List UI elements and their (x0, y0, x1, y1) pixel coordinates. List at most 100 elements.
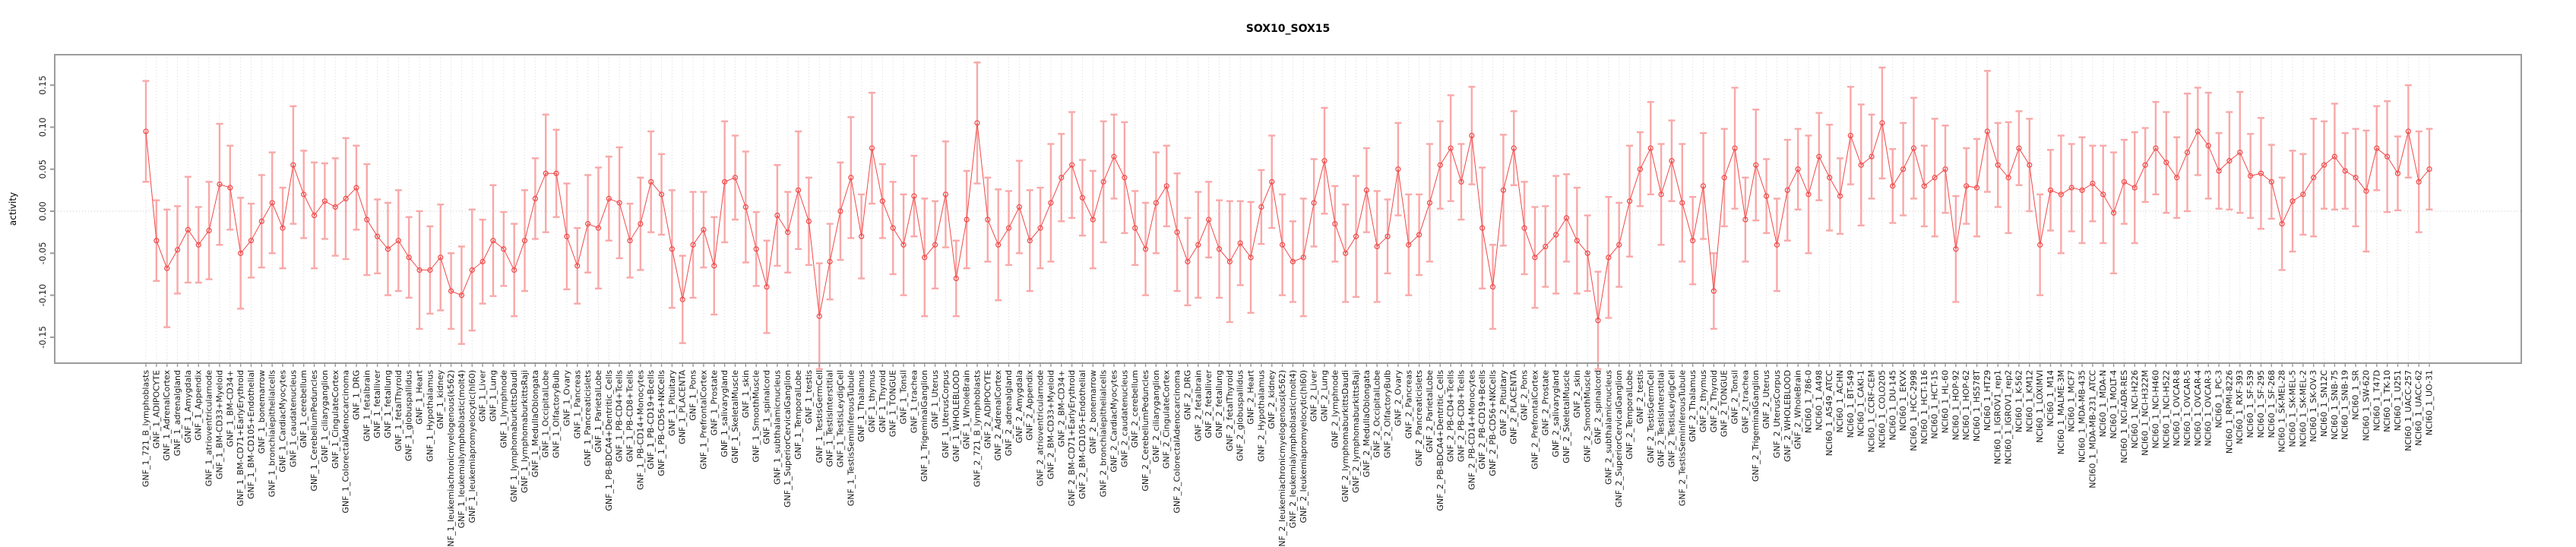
x-tick-label: GNF_2_ADIPOCYTE (983, 370, 992, 449)
x-tick-label: GNF_2_OccipitalLobe (1372, 370, 1382, 458)
data-point (1269, 179, 1275, 185)
x-tick-label: GNF_2_subthalamicnucleus (1603, 370, 1613, 485)
data-point (2153, 145, 2159, 151)
x-tick-label: GNF_2_Liver (1309, 370, 1319, 422)
x-tick-label: GNF_2_Thalamus (1688, 370, 1698, 442)
data-point (1290, 258, 1296, 264)
x-tick-label: GNF_1_Uterus (930, 370, 940, 429)
x-tick-label: NCI60_1_HL-60 (1940, 370, 1950, 433)
x-tick-label: GNF_2_ColorectalAdenocarcinoma (1172, 370, 1182, 514)
x-tick-label: GNF_2_WholeBrain (1793, 370, 1803, 449)
x-tick-label: GNF_1_BM-CD34+ (225, 370, 235, 447)
data-point (2363, 188, 2369, 194)
data-point (2321, 162, 2328, 168)
data-point (385, 246, 391, 252)
x-tick-label: GNF_1_spinalcord (762, 370, 772, 444)
x-tick-label: NCI60_1_SF-539 (2245, 370, 2255, 438)
x-tick-label: GNF_1_Heart (415, 369, 425, 424)
x-tick-label: NCI60_1_HOP-92 (1951, 370, 1960, 440)
data-point (869, 145, 875, 151)
x-tick-label: NCI60_1_K-562 (2014, 370, 2024, 432)
x-tick-label: GNF_1_Ovary (562, 370, 571, 427)
data-point (932, 242, 938, 248)
x-tick-label: GNF_2_CingulateCortex (1162, 370, 1172, 469)
x-tick-label: NCI60_1_SR (2351, 370, 2361, 420)
x-tick-label: GNF_2_lymphomaburkittsDaudi (1340, 370, 1350, 502)
x-tick-label: NCI60_1_SK-OV-3 (2309, 370, 2318, 442)
data-point (1363, 187, 1369, 193)
x-tick-label: GNF_2_Pons (1520, 370, 1530, 421)
x-tick-label: GNF_2_Pituitary (1498, 370, 1508, 436)
x-tick-label: NCI60_1_SF-268 (2267, 370, 2277, 438)
x-tick-label: GNF_1_Tonsil (899, 370, 909, 424)
x-tick-label: GNF_2_PB-CD56+NKCells (1488, 370, 1498, 476)
data-point (1489, 283, 1496, 290)
x-tick-label: GNF_1_subthalamicnucleus (772, 370, 782, 485)
data-point (774, 212, 780, 219)
x-tick-label: NCI60_1_OVCAR-8 (2172, 370, 2182, 447)
data-point (1100, 179, 1106, 185)
x-tick-label: NCI60_1_SN12C (2319, 370, 2329, 437)
x-tick-label: GNF_2_Pancreas (1404, 370, 1413, 439)
data-point (1059, 175, 1065, 181)
data-point (1005, 225, 1012, 231)
data-point (395, 238, 401, 244)
x-tick-label: GNF_1_SkeletalMuscle (730, 370, 740, 463)
data-point (1732, 145, 1738, 151)
data-point (427, 267, 433, 274)
x-tick-label: GNF_1_BM-CD105+Endothelial (246, 370, 256, 499)
x-tick-label: GNF_2_Ovary (1393, 370, 1403, 427)
data-point (1374, 243, 1380, 250)
data-point (1753, 162, 1759, 168)
data-point (458, 292, 465, 299)
x-tick-label: NCI60_1_LOXIMVI (2035, 370, 2045, 443)
data-point (859, 233, 865, 239)
data-point (1595, 318, 1601, 324)
data-point (2426, 166, 2432, 172)
data-point (227, 185, 233, 191)
x-tick-label: NCI60_1_CCRF-CEM (1867, 370, 1877, 453)
x-tick-label: GNF_2_OlfactoryBulb (1383, 370, 1393, 458)
x-tick-label: NCI60_1_KM12 (2024, 370, 2034, 432)
data-point (2226, 158, 2233, 164)
x-tick-label: GNF_1_ColorectalAdenocarcinoma (341, 370, 351, 514)
data-point (764, 283, 770, 290)
data-point (290, 162, 296, 168)
x-tick-label: GNF_2_SmoothMuscle (1583, 370, 1593, 463)
x-tick-label: GNF_2_UterusCorpus (1772, 370, 1782, 458)
x-tick-label: GNF_1_TemporalLobe (793, 370, 803, 460)
data-point (543, 170, 549, 176)
x-tick-label: GNF_1_Amygdala (183, 370, 193, 443)
data-point (1700, 183, 1707, 189)
data-point (2216, 168, 2222, 174)
x-tick-label: GNF_1_fetalliver (372, 370, 382, 438)
data-point (1805, 191, 1812, 198)
x-tick-label: GNF_2_BM-CD71+EarlyErythroid (1067, 370, 1077, 507)
data-point (1890, 183, 1896, 189)
x-tick-label: NCI60_1_NCI-ADR-RES (2119, 370, 2129, 463)
data-point (1195, 242, 1201, 248)
data-point (143, 128, 149, 134)
data-point (1847, 132, 1853, 139)
data-point (606, 195, 612, 202)
data-point (1563, 215, 1570, 221)
data-point (2047, 187, 2054, 193)
x-tick-label: NCI60_1_SK-MEL-5 (2287, 370, 2297, 447)
x-tick-label: GNF_1_TestisLeydigCell (835, 370, 845, 467)
x-tick-label: GNF_1_fetalbrain (362, 370, 372, 441)
data-point (1216, 246, 1223, 252)
data-point (785, 229, 791, 236)
x-tick-label: GNF_2_SkeletalMuscle (1562, 370, 1571, 463)
data-point (1153, 200, 1160, 206)
x-tick-label: GNF_2_Uterus (1761, 370, 1771, 429)
data-point (1385, 233, 1391, 239)
x-tick-label: GNF_1_Pancreas (572, 370, 582, 439)
x-tick-label: GNF_2_Amygdala (1014, 370, 1024, 443)
x-tick-label: NCI60_1_OVCAR-4 (2193, 370, 2203, 447)
x-tick-label: GNF_2_kidney (1267, 370, 1277, 429)
data-point (206, 227, 212, 234)
x-tick-label: GNF_1_lymphnode (498, 370, 508, 448)
data-point (1206, 217, 1212, 223)
x-tick-label: NCI60_1_HOP-62 (1961, 370, 1971, 440)
